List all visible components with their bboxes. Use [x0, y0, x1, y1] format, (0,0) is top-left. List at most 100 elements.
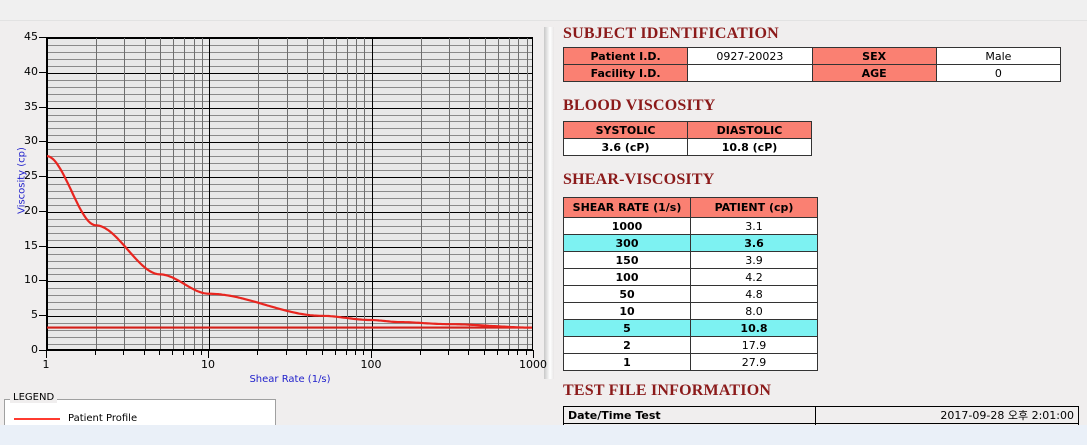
gridline-horizontal: [47, 45, 532, 46]
gridline-horizontal: [47, 121, 532, 122]
x-axis-tick: [448, 351, 449, 355]
gridline-vertical: [323, 38, 324, 349]
x-axis-tick: [497, 351, 498, 355]
shear-viscosity-table: SHEAR RATE (1/s) PATIENT (cp) 1000 3.1 300 3.…: [563, 197, 818, 371]
y-axis-tick: [39, 350, 46, 351]
patient-viscosity-value: 8.0: [690, 302, 818, 320]
chart-panel-edge: [544, 27, 554, 379]
gridline-horizontal: [47, 52, 532, 53]
gridline-horizontal: [47, 344, 532, 345]
patient-viscosity-value: 3.6: [690, 234, 818, 252]
subject-field-label: SEX: [811, 47, 937, 65]
gridline-vertical: [160, 38, 161, 349]
gridline-horizontal: [47, 323, 532, 324]
gridline-vertical: [307, 38, 308, 349]
test-file-field-value: 2017-09-28 오후 2:01:00: [814, 406, 1080, 424]
table-row: 5 10.8: [563, 319, 818, 337]
y-axis-tick-label: 15: [24, 239, 38, 252]
gridline-horizontal: [47, 330, 532, 331]
gridline-horizontal: [47, 205, 532, 206]
gridline-horizontal: [47, 38, 532, 39]
gridline-horizontal: [47, 254, 532, 255]
gridline-horizontal: [47, 198, 532, 199]
x-axis-tick: [322, 351, 323, 355]
gridline-vertical: [485, 38, 486, 349]
gridline-horizontal: [47, 219, 532, 220]
y-axis-tick-label: 35: [24, 100, 38, 113]
gridline-horizontal: [47, 274, 532, 275]
x-axis-tick: [286, 351, 287, 355]
y-axis-tick-label: 20: [24, 204, 38, 217]
gridline-horizontal: [47, 87, 532, 88]
viscosity-chart-panel: 0 5 10 15 20 25 30 35 40 45 Viscosity (cp) Shear …: [6, 23, 554, 385]
x-axis-tick: [517, 351, 518, 355]
subject-field-value: 0: [935, 64, 1062, 82]
x-axis-tick: [306, 351, 307, 355]
table-row: 100 4.2: [563, 268, 818, 286]
blood-viscosity-header: DIASTOLIC: [687, 121, 812, 139]
gridline-vertical: [209, 38, 210, 349]
gridline-horizontal: [47, 316, 532, 317]
blood-viscosity-header: SYSTOLIC: [563, 121, 688, 139]
gridline-horizontal: [47, 247, 532, 248]
y-axis-tick-label: 0: [31, 343, 38, 356]
gridline-horizontal: [47, 80, 532, 81]
gridline-vertical: [336, 38, 337, 349]
x-axis-tick: [363, 351, 364, 355]
blood-viscosity-table: SYSTOLIC DIASTOLIC 3.6 (cP) 10.8 (cP): [563, 121, 812, 156]
subject-field-label: AGE: [811, 64, 937, 82]
shear-rate-value: 2: [563, 336, 691, 354]
y-axis-tick: [39, 280, 46, 281]
gridline-vertical: [527, 38, 528, 349]
shear-rate-value: 1000: [563, 217, 691, 235]
y-axis-tick-label: 10: [24, 273, 38, 286]
shear-rate-value: 1: [563, 353, 691, 371]
x-axis-tick: [371, 351, 372, 358]
gridline-horizontal: [47, 149, 532, 150]
table-row: Facility I.D. AGE 0: [562, 64, 1062, 82]
x-axis-tick: [208, 351, 209, 358]
gridline-horizontal: [47, 288, 532, 289]
gridline-horizontal: [47, 337, 532, 338]
gridline-vertical: [124, 38, 125, 349]
y-axis-tick: [39, 211, 46, 212]
subject-field-value: [687, 64, 813, 82]
x-axis-tick: [123, 351, 124, 355]
patient-viscosity-value: 10.8: [690, 319, 818, 337]
x-axis-tick: [201, 351, 202, 355]
gridline-horizontal: [47, 177, 532, 178]
blood-viscosity-value: 10.8 (cP): [687, 138, 812, 156]
x-axis-line: [46, 350, 534, 351]
subject-identification-table: Patient I.D. 0927-20023 SEX Male Facility I.…: [562, 47, 1062, 82]
gridline-horizontal: [47, 240, 532, 241]
x-axis-tick: [346, 351, 347, 355]
gridline-vertical: [184, 38, 185, 349]
x-axis-tick: [46, 351, 47, 358]
shear-rate-value: 10: [563, 302, 691, 320]
gridline-horizontal: [47, 66, 532, 67]
x-axis-tick: [144, 351, 145, 355]
gridline-horizontal: [47, 295, 532, 296]
test-file-information-heading: TEST FILE INFORMATION: [563, 382, 772, 399]
x-axis-tick: [183, 351, 184, 355]
table-row: 300 3.6: [563, 234, 818, 252]
y-axis-tick-label: 5: [31, 308, 38, 321]
gridline-horizontal: [47, 212, 532, 213]
x-axis-tick: [193, 351, 194, 355]
table-header-row: SHEAR RATE (1/s) PATIENT (cp): [563, 197, 818, 218]
gridline-horizontal: [47, 309, 532, 310]
legend-title: LEGEND: [10, 392, 58, 403]
gridline-horizontal: [47, 108, 532, 109]
table-row: 1 27.9: [563, 353, 818, 371]
gridline-horizontal: [47, 184, 532, 185]
gridline-vertical: [96, 38, 97, 349]
gridline-vertical: [194, 38, 195, 349]
x-axis-tick: [468, 351, 469, 355]
y-axis-tick: [39, 72, 46, 73]
x-axis-tick: [420, 351, 421, 355]
gridline-vertical: [449, 38, 450, 349]
gridline-vertical: [509, 38, 510, 349]
gridline-horizontal: [47, 302, 532, 303]
y-axis-tick-label: 45: [24, 30, 38, 43]
gridline-horizontal: [47, 73, 532, 74]
